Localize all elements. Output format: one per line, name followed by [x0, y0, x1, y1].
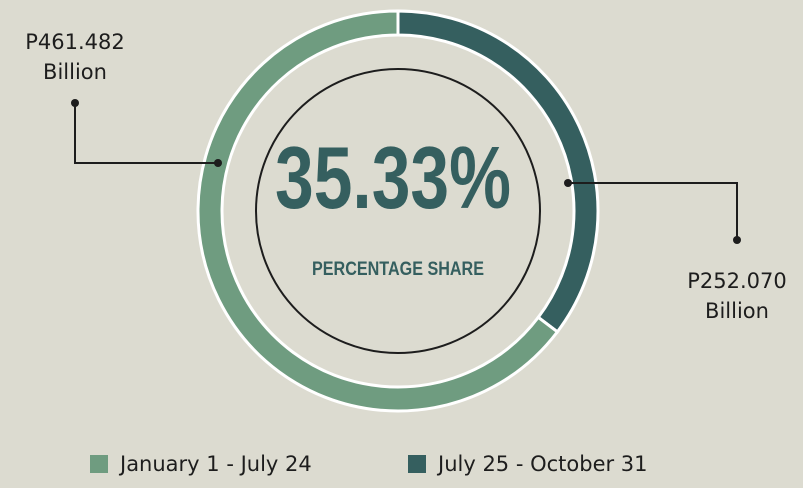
- value-label: P252.070 Billion: [687, 269, 787, 323]
- leader-dot: [214, 159, 222, 167]
- inner-circle: [255, 68, 541, 354]
- center-label: 35.33%: [275, 128, 511, 227]
- value-label: P461.482 Billion: [25, 30, 125, 84]
- legend-swatch: [90, 455, 108, 473]
- legend-item: January 1 - July 24: [90, 452, 312, 476]
- legend-swatch: [408, 455, 426, 473]
- leader-dot: [71, 99, 79, 107]
- leader-line: [74, 103, 218, 164]
- center-sublabel: PERCENTAGE SHARE: [312, 259, 484, 280]
- legend-label: January 1 - July 24: [120, 452, 312, 476]
- donut-segment: [196, 9, 560, 413]
- leader-dot: [733, 236, 741, 244]
- leader-dot: [564, 179, 572, 187]
- legend-label: July 25 - October 31: [438, 452, 648, 476]
- legend-item: July 25 - October 31: [408, 452, 648, 476]
- leader-line: [568, 182, 738, 240]
